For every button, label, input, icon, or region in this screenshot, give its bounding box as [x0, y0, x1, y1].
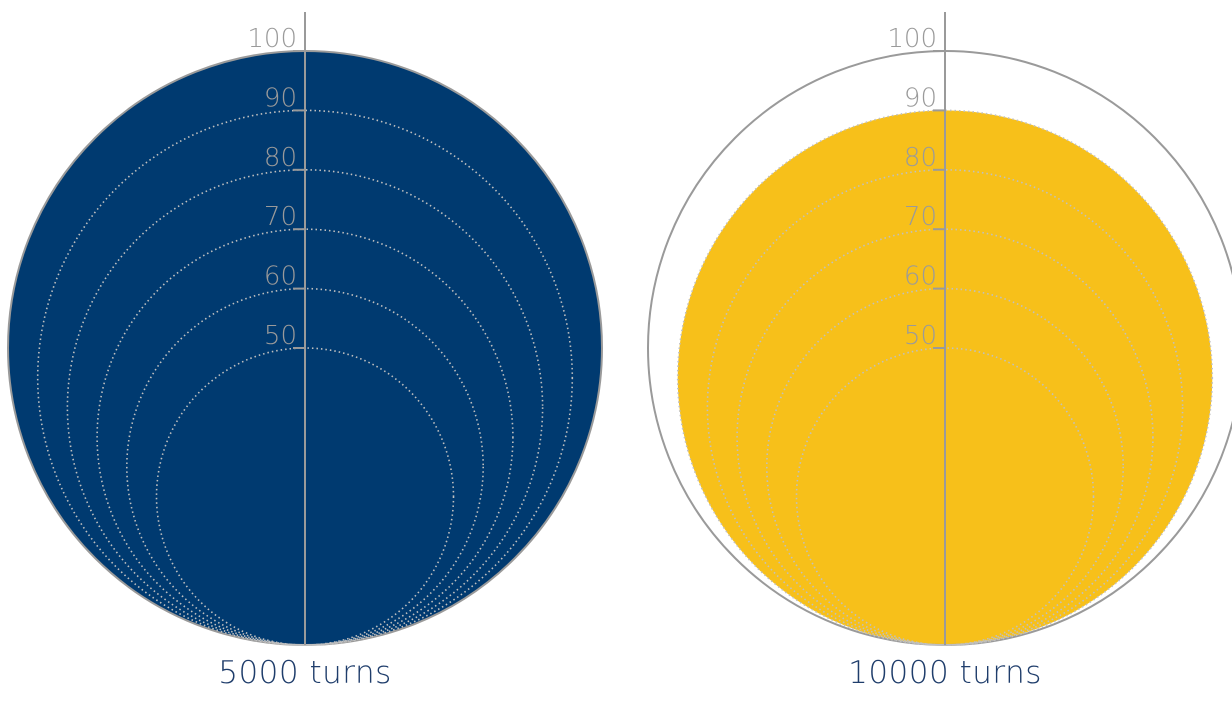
- tick-label-90: 90: [904, 83, 937, 113]
- tick-label-100: 100: [247, 24, 297, 54]
- panel-label-10000-turns: 10000 turns: [848, 655, 1042, 691]
- tick-label-80: 80: [904, 143, 937, 173]
- tick-label-50: 50: [264, 321, 297, 351]
- tick-label-70: 70: [904, 202, 937, 232]
- panel-10000-turns: 100 90 80 70 60 50: [647, 12, 1232, 646]
- tick-label-50: 50: [904, 321, 937, 351]
- tick-label-100: 100: [887, 24, 937, 54]
- ring-70: [96, 228, 514, 646]
- ring-50: [155, 347, 455, 646]
- panel-5000-turns: 100 90 80 70 60 50: [7, 12, 603, 646]
- tick-label-60: 60: [264, 262, 297, 292]
- ring-80: [66, 168, 544, 646]
- ring-50: [795, 347, 1095, 646]
- panel-label-5000-turns: 5000 turns: [218, 655, 392, 691]
- tick-label-80: 80: [264, 143, 297, 173]
- tick-label-60: 60: [904, 262, 937, 292]
- ring-70: [736, 228, 1154, 646]
- tick-label-90: 90: [264, 83, 297, 113]
- tick-label-70: 70: [264, 202, 297, 232]
